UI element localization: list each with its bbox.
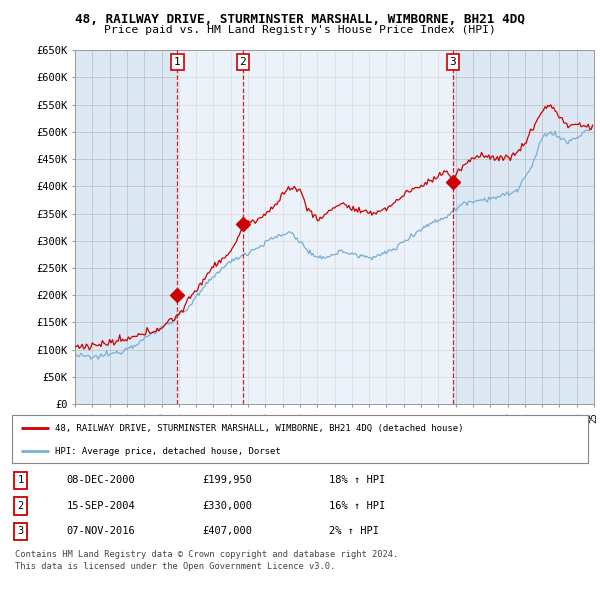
Text: £407,000: £407,000 xyxy=(202,526,252,536)
Text: £330,000: £330,000 xyxy=(202,501,252,511)
Text: 3: 3 xyxy=(449,57,457,67)
Text: 2: 2 xyxy=(239,57,247,67)
Text: 48, RAILWAY DRIVE, STURMINSTER MARSHALL, WIMBORNE, BH21 4DQ (detached house): 48, RAILWAY DRIVE, STURMINSTER MARSHALL,… xyxy=(55,424,464,433)
Text: £199,950: £199,950 xyxy=(202,476,252,486)
Text: Contains HM Land Registry data © Crown copyright and database right 2024.: Contains HM Land Registry data © Crown c… xyxy=(15,550,398,559)
Text: 1: 1 xyxy=(17,476,24,486)
Text: 48, RAILWAY DRIVE, STURMINSTER MARSHALL, WIMBORNE, BH21 4DQ: 48, RAILWAY DRIVE, STURMINSTER MARSHALL,… xyxy=(75,13,525,26)
Text: HPI: Average price, detached house, Dorset: HPI: Average price, detached house, Dors… xyxy=(55,447,281,455)
Text: Price paid vs. HM Land Registry's House Price Index (HPI): Price paid vs. HM Land Registry's House … xyxy=(104,25,496,35)
Text: This data is licensed under the Open Government Licence v3.0.: This data is licensed under the Open Gov… xyxy=(15,562,335,571)
Text: 18% ↑ HPI: 18% ↑ HPI xyxy=(329,476,385,486)
Text: 1: 1 xyxy=(174,57,181,67)
Text: 08-DEC-2000: 08-DEC-2000 xyxy=(67,476,136,486)
Text: 2% ↑ HPI: 2% ↑ HPI xyxy=(329,526,379,536)
Text: 15-SEP-2004: 15-SEP-2004 xyxy=(67,501,136,511)
Bar xyxy=(178,50,453,404)
Text: 16% ↑ HPI: 16% ↑ HPI xyxy=(329,501,385,511)
Text: 3: 3 xyxy=(17,526,24,536)
Text: 07-NOV-2016: 07-NOV-2016 xyxy=(67,526,136,536)
Text: 2: 2 xyxy=(17,501,24,511)
